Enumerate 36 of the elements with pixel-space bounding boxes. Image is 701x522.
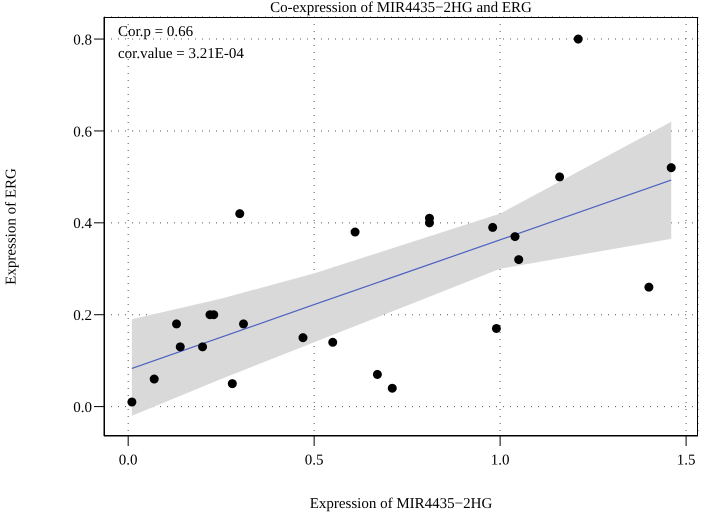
x-tick-label: 1.0: [490, 452, 510, 469]
point: [228, 379, 237, 388]
point: [488, 222, 498, 232]
chart-title: Co-expression of MIR4435−2HG and ERG: [269, 0, 533, 17]
point: [238, 319, 248, 328]
point: [328, 338, 338, 347]
point: [172, 319, 182, 328]
annotation: Cor.p = 0.66: [118, 23, 194, 42]
point: [372, 370, 382, 379]
x-axis-title: Expression of MIR4435−2HG: [310, 496, 492, 512]
point: [176, 342, 185, 352]
y-tick-label: 0.8: [73, 32, 92, 48]
y-tick-label: 0.2: [73, 308, 92, 324]
point: [644, 282, 654, 292]
point: [510, 232, 520, 242]
y-tick-label: 0.6: [73, 124, 92, 140]
x-tick-label: 0.0: [118, 452, 138, 469]
point: [666, 163, 676, 172]
point: [198, 342, 208, 352]
y-tick-label: 0.0: [73, 400, 92, 416]
point: [514, 255, 524, 264]
point: [150, 374, 159, 384]
point: [298, 333, 308, 342]
point: [574, 34, 583, 44]
line-series: [131, 180, 672, 370]
x-tick-label: 1.5: [676, 452, 696, 469]
point: [492, 324, 501, 333]
point: [388, 384, 397, 393]
point: [235, 209, 244, 218]
point: [350, 228, 360, 237]
annotation: cor.value = 3.21E-04: [118, 45, 244, 64]
point: [127, 397, 136, 407]
point: [555, 172, 564, 182]
y-axis-title: Expression of ERG: [3, 168, 20, 285]
x-tick-label: 0.5: [304, 452, 324, 469]
y-tick-label: 0.4: [73, 216, 92, 232]
